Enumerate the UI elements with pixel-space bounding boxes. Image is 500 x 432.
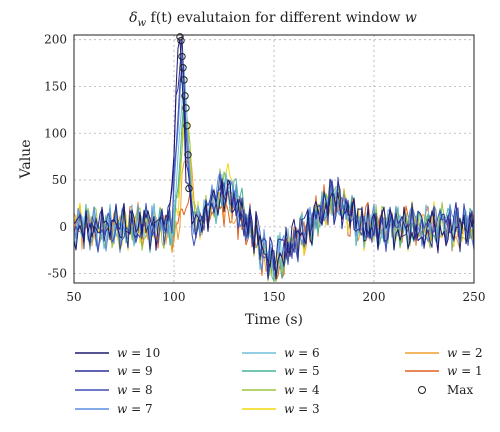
max-marker bbox=[183, 122, 191, 130]
legend-label: w = 7 bbox=[117, 402, 153, 416]
legend-label: w = 8 bbox=[117, 383, 153, 397]
y-tick-label: 200 bbox=[44, 33, 67, 47]
legend-label: w = 5 bbox=[284, 364, 320, 378]
max-marker bbox=[177, 36, 185, 45]
y-axis: -50 0 50 100 150 200 bbox=[44, 33, 67, 281]
y-tick-label: 100 bbox=[44, 126, 67, 140]
y-tick-label: -50 bbox=[48, 267, 67, 281]
x-tick-label: 150 bbox=[263, 290, 286, 304]
chart-title: δw f(t) evalutaion for different window … bbox=[129, 10, 417, 29]
legend-label: w = 3 bbox=[284, 402, 320, 416]
max-marker bbox=[182, 104, 190, 112]
legend: w = 10 w = 9 w = 8 w = 7 w = 6 w = 5 w = 4 w = … bbox=[75, 346, 483, 416]
max-marker bbox=[185, 184, 193, 193]
legend-max-marker bbox=[418, 386, 426, 394]
max-marker bbox=[176, 33, 184, 41]
legend-label: w = 1 bbox=[447, 364, 483, 378]
y-tick-label: 50 bbox=[52, 173, 67, 187]
x-tick-label: 100 bbox=[163, 290, 186, 304]
y-axis-label: Value bbox=[18, 140, 34, 180]
legend-label: w = 10 bbox=[117, 346, 160, 360]
max-marker bbox=[181, 92, 189, 100]
y-tick-label: 150 bbox=[44, 79, 67, 93]
series-line bbox=[73, 67, 475, 280]
series-line bbox=[73, 38, 475, 280]
legend-label: w = 9 bbox=[117, 364, 153, 378]
max-marker-layer bbox=[176, 33, 193, 193]
max-marker bbox=[180, 76, 188, 84]
title-w: w bbox=[405, 10, 417, 26]
plot-frame bbox=[73, 34, 475, 284]
max-marker bbox=[184, 151, 192, 159]
max-marker bbox=[178, 52, 186, 61]
title-delta: δ bbox=[129, 10, 137, 26]
max-marker bbox=[179, 64, 187, 72]
legend-label: w = 6 bbox=[284, 346, 320, 360]
x-tick-label: 50 bbox=[66, 290, 81, 304]
y-tick-label: 0 bbox=[59, 220, 67, 234]
x-tick-label: 200 bbox=[363, 290, 386, 304]
x-axis: 50 100 150 200 250 bbox=[66, 290, 485, 304]
series-layer bbox=[73, 35, 475, 282]
title-rest: f(t) evalutaion for different window bbox=[146, 10, 405, 26]
x-tick-label: 250 bbox=[463, 290, 486, 304]
legend-label-max: Max bbox=[447, 383, 473, 397]
legend-label: w = 4 bbox=[284, 383, 320, 397]
legend-label: w = 2 bbox=[447, 346, 483, 360]
title-sub: w bbox=[138, 18, 147, 29]
x-axis-label: Time (s) bbox=[245, 312, 303, 328]
